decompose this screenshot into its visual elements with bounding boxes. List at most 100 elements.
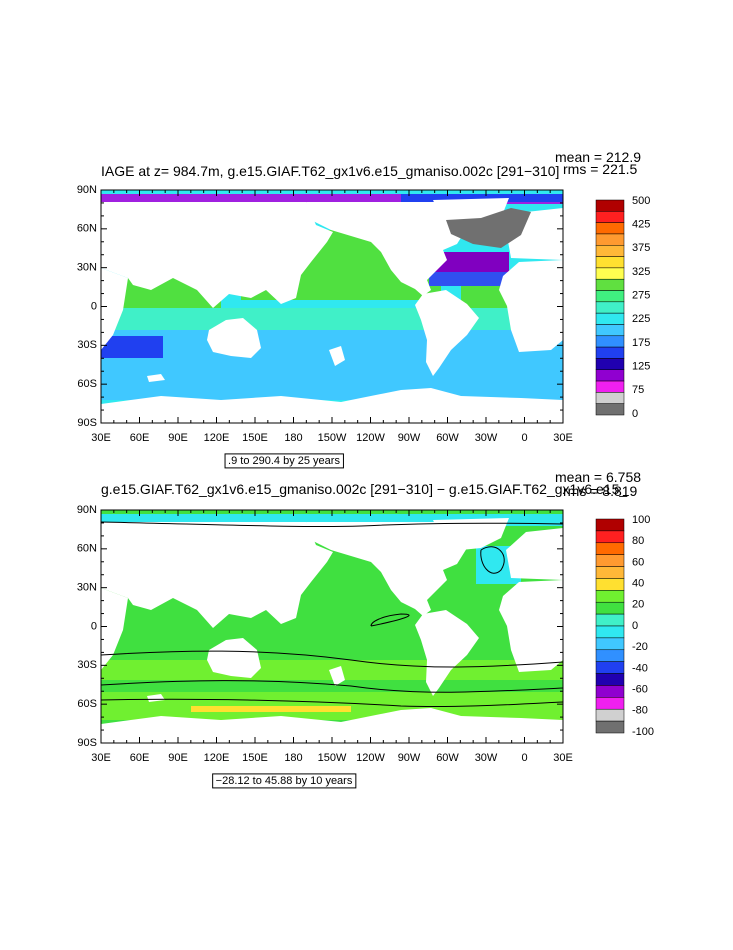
- map-shape: [429, 272, 509, 286]
- colorbar-box: [595, 613, 625, 627]
- colorbar-label: -40: [632, 662, 648, 674]
- colorbar-label: 0: [632, 408, 638, 420]
- colorbar-label: 0: [632, 620, 638, 632]
- lat-label: 60S: [77, 378, 97, 390]
- lon-label: 30E: [553, 752, 573, 764]
- colorbar-label: 325: [632, 266, 650, 278]
- lon-label: 150W: [318, 432, 347, 444]
- colorbar-box: [595, 369, 625, 382]
- map-shape: [101, 308, 563, 330]
- colorbar-box: [595, 211, 625, 223]
- lon-label: 90E: [168, 752, 188, 764]
- colorbar-box: [595, 222, 625, 235]
- lon-label: 0: [521, 432, 527, 444]
- colorbar-label: 125: [632, 361, 650, 373]
- colorbar-label: -100: [632, 726, 654, 738]
- map-shape: [480, 546, 505, 574]
- range-note-box: [224, 453, 344, 469]
- lon-label: 30E: [91, 432, 111, 444]
- colorbar-box: [595, 278, 625, 291]
- lon-label: 120E: [204, 432, 230, 444]
- colorbar-box: [595, 267, 625, 280]
- map-shape: [101, 680, 563, 692]
- colorbar-label: 425: [632, 219, 650, 231]
- lat-label: 90S: [77, 737, 97, 749]
- colorbar-box: [595, 403, 625, 416]
- colorbar-label: 40: [632, 578, 644, 590]
- colorbar-box: [595, 601, 625, 615]
- lon-label: 30W: [475, 432, 498, 444]
- map-shape: [446, 208, 531, 248]
- mean-label: mean = 212.9: [555, 149, 641, 165]
- map-shape: [101, 521, 563, 528]
- colorbar-box: [595, 625, 625, 639]
- range-note-box: [212, 773, 357, 789]
- lon-label: 150E: [242, 752, 268, 764]
- colorbar-label: -80: [632, 705, 648, 717]
- colorbar-box: [595, 245, 625, 257]
- colorbar-box: [595, 637, 625, 651]
- colorbar-box: [595, 324, 625, 337]
- colorbar-box: [595, 392, 625, 404]
- colorbar-box: [595, 542, 625, 555]
- lat-label: 0: [91, 620, 97, 632]
- colorbar-box: [595, 312, 625, 325]
- colorbar-box: [595, 335, 625, 348]
- lon-label: 90W: [398, 432, 421, 444]
- lon-label: 150E: [242, 432, 268, 444]
- colorbar-box: [595, 661, 625, 674]
- colorbar-label: 60: [632, 556, 644, 568]
- colorbar-box: [595, 346, 625, 359]
- lat-label: 90S: [77, 417, 97, 429]
- colorbar-label: 225: [632, 313, 650, 325]
- map-field: [101, 190, 563, 423]
- lat-label: 60S: [77, 698, 97, 710]
- colorbar-box: [595, 673, 625, 686]
- lon-label: 120E: [204, 752, 230, 764]
- map-shape: [101, 336, 163, 358]
- colorbar-box: [595, 720, 625, 734]
- colorbar-box: [595, 518, 625, 532]
- colorbar-label: 100: [632, 514, 650, 526]
- rms-label: rms = 8.819: [563, 483, 638, 499]
- lat-label: 90N: [77, 504, 97, 516]
- lon-label: 90E: [168, 432, 188, 444]
- colorbar-box: [595, 649, 625, 662]
- lat-label: 0: [91, 300, 97, 312]
- panel-title: g.e15.GIAF.T62_gx1v6.e15_gmaniso.002c [2…: [101, 481, 627, 497]
- lat-label: 60N: [77, 223, 97, 235]
- lat-label: 30S: [77, 659, 97, 671]
- lat-label: 60N: [77, 543, 97, 555]
- colorbar-box: [595, 233, 625, 246]
- colorbar-box: [595, 199, 625, 212]
- map-shape: [401, 194, 563, 202]
- map-shape: [370, 613, 410, 627]
- lon-label: 90W: [398, 752, 421, 764]
- colorbar-box: [595, 708, 625, 722]
- colorbar-label: 375: [632, 242, 650, 254]
- lat-label: 30N: [77, 262, 97, 274]
- colorbar-box: [595, 530, 625, 544]
- lon-label: 60E: [130, 432, 150, 444]
- colorbar-box: [595, 358, 625, 370]
- colorbar-box: [595, 256, 625, 269]
- map-shape: [101, 650, 563, 668]
- colorbar-box: [595, 685, 625, 698]
- mean-label: mean = 6.758: [555, 469, 641, 485]
- lon-label: 60E: [130, 752, 150, 764]
- colorbar-box: [595, 697, 625, 710]
- colorbar-box: [595, 590, 625, 603]
- lon-label: 30E: [553, 432, 573, 444]
- panel-title: IAGE at z= 984.7m, g.e15.GIAF.T62_gx1v6.…: [101, 163, 559, 179]
- lon-label: 30E: [91, 752, 111, 764]
- lon-label: 60W: [436, 432, 459, 444]
- lon-label: 0: [521, 752, 527, 764]
- map-shape: [101, 360, 563, 400]
- colorbar-label: 175: [632, 337, 650, 349]
- lon-label: 120W: [356, 752, 385, 764]
- map-shape: [101, 680, 563, 693]
- range-note: .9 to 290.4 by 25 years: [228, 455, 340, 467]
- colorbar-label: 80: [632, 535, 644, 547]
- colorbar-box: [595, 578, 625, 591]
